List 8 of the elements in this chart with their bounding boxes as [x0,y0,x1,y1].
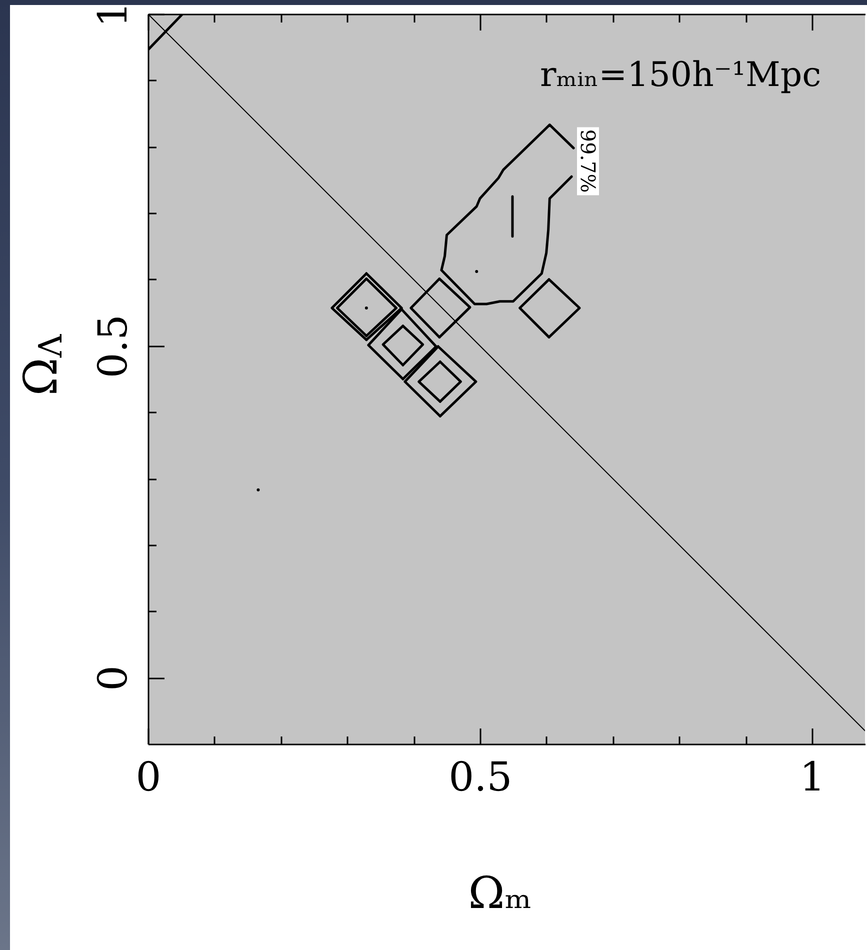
x-tick-label: 1 [800,754,826,800]
x-axis-title: Ωₘ [468,868,532,919]
y-tick-label: 0 [90,665,136,691]
y-tick-label: 1 [90,2,136,28]
annotation: 99.7% [576,127,600,195]
x-tick-label: 0.5 [448,754,512,800]
annotation: rₘᵢₙ=150h⁻¹Mpc [540,55,822,95]
y-tick-label: 0.5 [90,314,136,378]
